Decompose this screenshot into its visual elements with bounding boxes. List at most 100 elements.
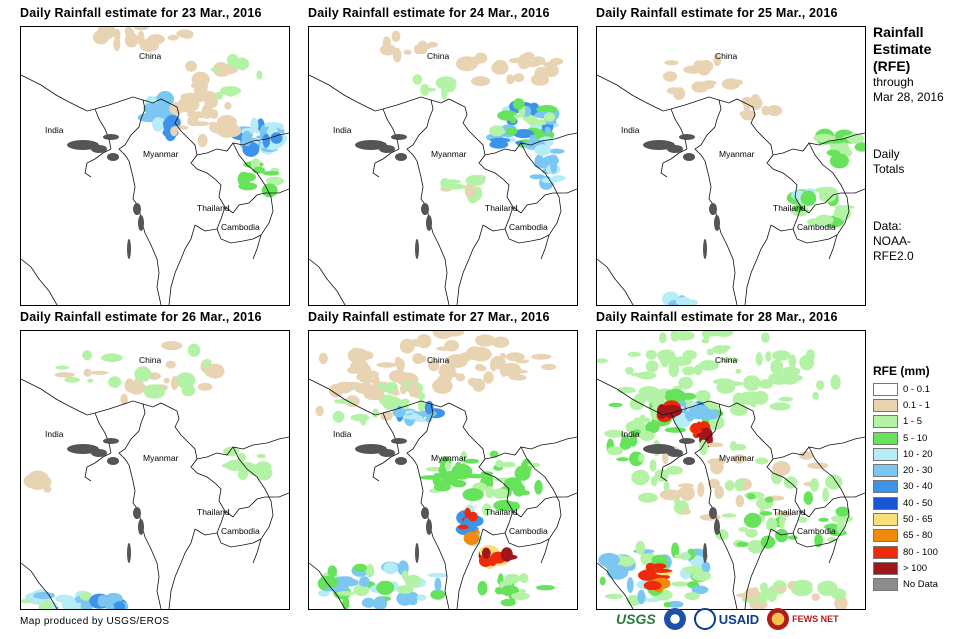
coastline-mark: [379, 449, 395, 457]
panel-title: Daily Rainfall estimate for 26 Mar., 201…: [20, 310, 262, 324]
rainfall-blob: [167, 34, 179, 41]
rainfall-blob: [680, 508, 691, 515]
country-boundary: [216, 206, 262, 244]
rainfall-blob: [210, 67, 221, 72]
rainfall-blob: [239, 172, 256, 182]
rainfall-blob: [468, 511, 478, 522]
rainfall-blob: [761, 332, 770, 343]
rainfall-blob: [55, 365, 70, 370]
country-boundary: [808, 446, 850, 564]
rainfall-blob: [92, 30, 109, 45]
rainfall-blob: [202, 358, 212, 368]
rainfall-blob: [743, 375, 761, 391]
rainfall-blob: [335, 381, 353, 394]
rainfall-blob: [500, 547, 513, 562]
rainfall-blob: [87, 378, 94, 383]
rainfall-blob: [727, 79, 743, 86]
country-boundary: [21, 378, 96, 416]
map-label-thailand: Thailand: [485, 507, 518, 517]
rainfall-blob: [315, 405, 324, 417]
rainfall-blob: [124, 27, 133, 37]
rainfall-blob: [499, 352, 506, 361]
rainfall-blob: [695, 389, 711, 403]
country-boundary: [194, 528, 218, 536]
rainfall-blob: [712, 345, 729, 354]
rainfall-blob: [631, 372, 651, 377]
rainfall-blob: [181, 384, 196, 397]
rainfall-blob: [432, 378, 453, 394]
rainfall-blob: [380, 411, 393, 421]
coastline-mark: [643, 444, 675, 454]
rainfall-blob: [744, 587, 760, 601]
country-boundary: [744, 528, 772, 609]
country-boundary: [520, 142, 562, 260]
country-boundary: [792, 510, 838, 548]
rainfall-blob: [652, 574, 670, 580]
map-label-thailand: Thailand: [197, 203, 230, 213]
rainfall-blob: [508, 501, 520, 511]
legend-swatch: [873, 398, 898, 412]
country-boundary: [406, 99, 434, 208]
rainfall-blob: [528, 102, 540, 116]
coastline-mark: [709, 203, 717, 215]
rainfall-blob: [760, 511, 773, 516]
rainfall-blob: [673, 87, 686, 101]
country-boundary: [382, 96, 470, 132]
coastline-mark: [421, 507, 429, 519]
rainfall-blob: [743, 100, 751, 114]
side-title-1: Rainfall: [873, 24, 924, 40]
rainfall-blob: [748, 96, 763, 110]
rainfall-blob: [195, 72, 208, 82]
legend-item: 80 - 100: [873, 544, 967, 560]
rainfall-blob: [187, 111, 209, 119]
rainfall-blob: [734, 478, 745, 492]
country-boundary: [756, 130, 810, 214]
rainfall-blob: [332, 410, 345, 423]
rainfall-blob: [318, 352, 328, 365]
coastline-mark: [355, 444, 387, 454]
map-label-myanmar: Myanmar: [431, 149, 467, 159]
rainfall-blob: [714, 485, 725, 499]
rainfall-blob: [252, 166, 266, 174]
country-boundary: [597, 74, 672, 112]
map-label-china: China: [427, 51, 449, 61]
rainfall-blob: [97, 595, 109, 604]
rainfall-blob: [458, 352, 474, 362]
map-label-myanmar: Myanmar: [431, 453, 467, 463]
country-boundary: [118, 403, 146, 512]
rainfall-blob: [663, 71, 678, 82]
rainfall-blob: [347, 366, 361, 374]
legend-swatch: [873, 464, 898, 478]
rainfall-blob: [746, 493, 756, 500]
rainfall-blob: [432, 472, 442, 486]
noaa-icon: [663, 608, 686, 630]
rainfall-blob: [680, 417, 688, 427]
rainfall-blob: [637, 589, 646, 605]
rainfall-blob: [464, 458, 480, 464]
rainfall-blob: [161, 341, 183, 351]
rainfall-blob: [665, 465, 683, 475]
coastline-mark: [426, 215, 432, 231]
rainfall-map: China India Myanmar Thailand Cambodia: [596, 330, 866, 610]
rainfall-blob: [417, 399, 425, 412]
rainfall-blob: [682, 349, 697, 360]
rainfall-blob: [543, 112, 556, 122]
fewsnet-logo: FEWS NET: [767, 608, 839, 630]
rainfall-blob: [250, 117, 259, 133]
rainfall-blob: [143, 385, 166, 399]
country-boundary: [406, 403, 434, 512]
rainfall-blob: [163, 377, 170, 384]
rainfall-blob: [514, 465, 531, 481]
legend-label: 5 - 10: [903, 432, 928, 444]
rainfall-blob: [657, 404, 667, 419]
rainfall-blob: [792, 579, 813, 591]
rainfall-blob: [639, 431, 655, 441]
country-boundary: [520, 446, 562, 564]
rainfall-blob: [675, 331, 695, 341]
rainfall-blob: [701, 331, 712, 340]
rainfall-blob: [470, 346, 491, 361]
rainfall-blob: [481, 547, 491, 559]
country-boundary: [232, 188, 289, 214]
coastline-mark: [421, 203, 429, 215]
legend-item: 65 - 80: [873, 528, 967, 544]
